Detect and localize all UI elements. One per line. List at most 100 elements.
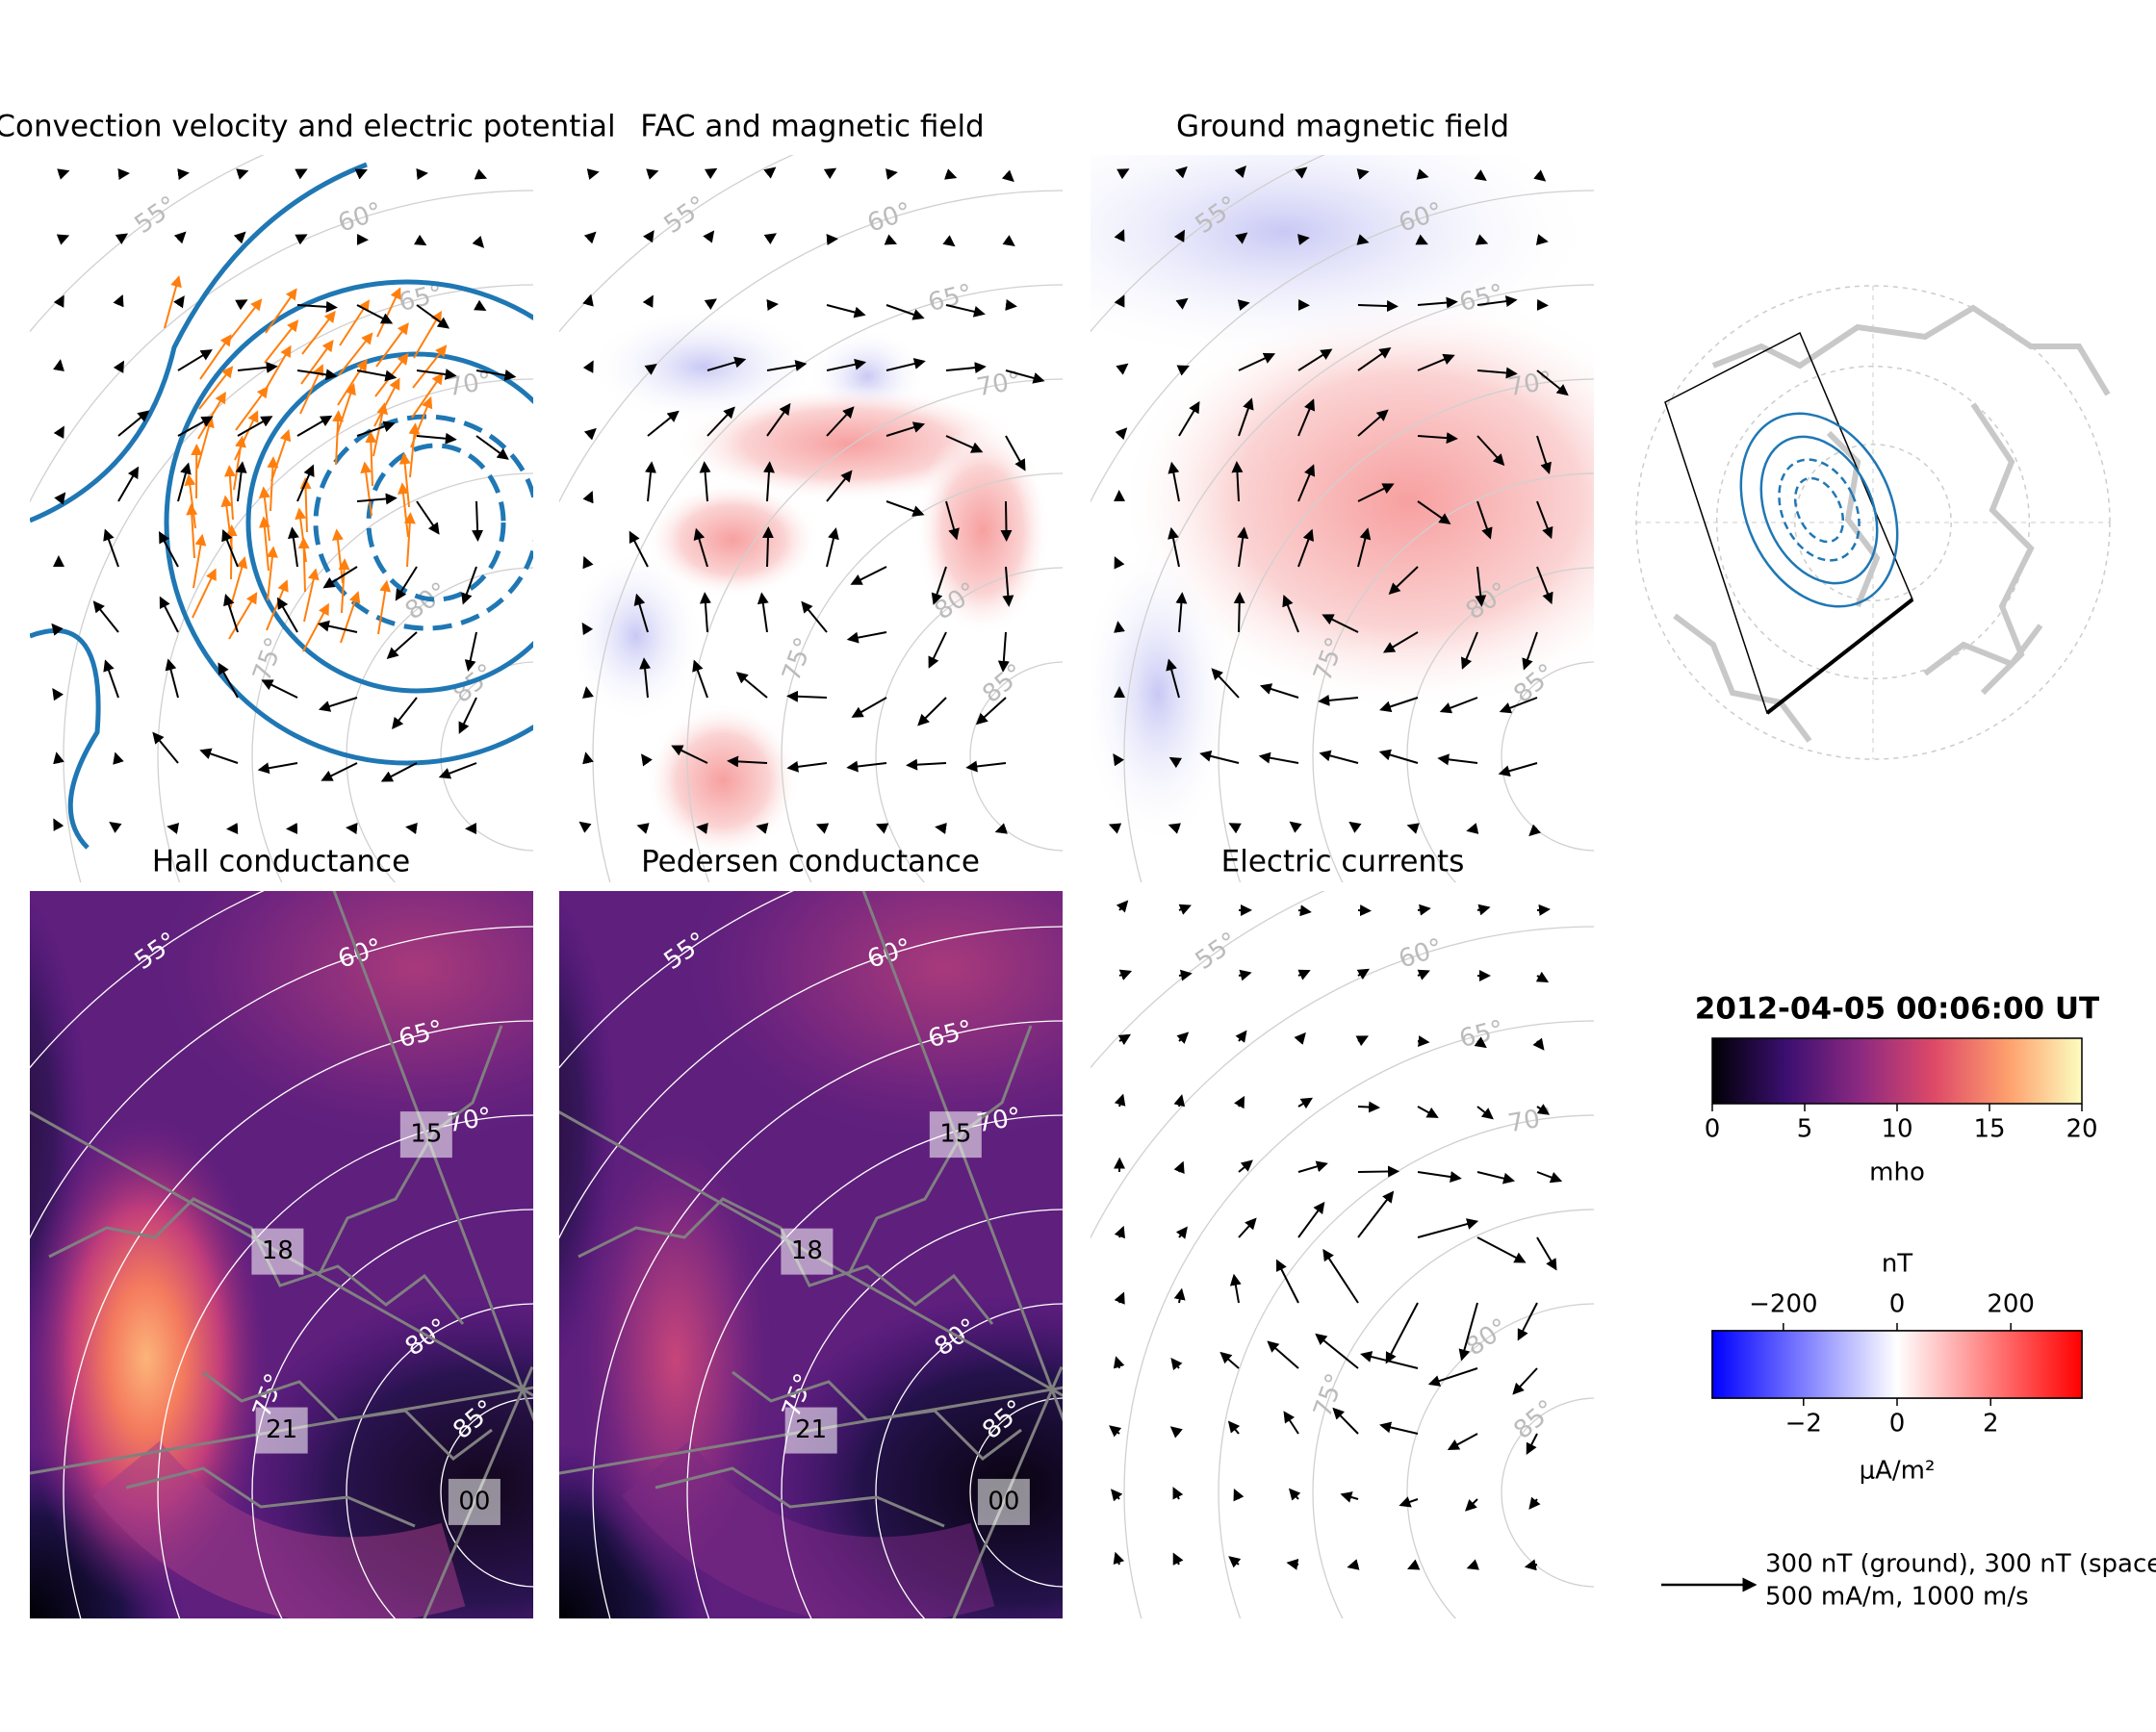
vector-arrow	[295, 234, 308, 245]
vector-arrow	[1178, 969, 1193, 981]
vector-arrow	[1170, 1357, 1183, 1371]
vector-arrow	[1116, 168, 1130, 180]
potential-contour	[30, 162, 368, 523]
inset-region	[1664, 331, 1913, 715]
panel-title: Ground magnetic field	[1176, 110, 1509, 144]
panel: 55° 60°65°70°75°80°85°	[1091, 891, 1594, 1618]
vector-arrow	[475, 369, 517, 381]
vector-arrow	[786, 760, 828, 773]
velocity-arrow	[227, 298, 263, 343]
vector-arrow	[1168, 756, 1183, 769]
mlt-label-box	[977, 1478, 1030, 1525]
vector-arrow	[1175, 592, 1188, 633]
vector-arrow	[846, 631, 887, 644]
vector-arrow	[1235, 1030, 1247, 1043]
vector-arrow	[199, 748, 239, 764]
vector-arrow	[1168, 461, 1180, 502]
vector-arrow	[1168, 823, 1181, 834]
velocity-arrow	[372, 402, 389, 457]
vector-arrow	[826, 304, 866, 318]
vector-arrow	[1357, 346, 1392, 371]
velocity-arrow	[258, 516, 270, 572]
vector-arrow	[177, 462, 192, 502]
vector-arrow	[117, 410, 150, 437]
auroral-oval-tail	[622, 1440, 995, 1618]
vector-arrow	[317, 620, 358, 633]
vector-arrow	[1536, 435, 1552, 474]
velocity-arrow	[295, 507, 307, 563]
vector-arrow	[1114, 294, 1125, 308]
latitude-circle	[875, 1303, 1063, 1618]
vector-arrow	[975, 697, 1007, 726]
vector-arrow	[1322, 614, 1359, 633]
vector-arrow	[1356, 168, 1370, 180]
vector-arrow	[1417, 1171, 1462, 1183]
auroral-oval	[30, 1108, 271, 1609]
colorbar-tick-label: 20	[2066, 1115, 2097, 1144]
vector-arrow	[1465, 1498, 1478, 1512]
latitude-circle	[1312, 1209, 1594, 1618]
vector-arrow	[236, 168, 249, 180]
vector-arrow	[1172, 1487, 1184, 1500]
vector-arrow	[704, 167, 718, 180]
vector-arrow	[706, 356, 747, 371]
vector-arrow	[917, 697, 947, 726]
vector-arrow	[944, 168, 958, 180]
velocity-arrow	[375, 322, 409, 368]
vector-arrow	[395, 566, 418, 601]
vector-arrow	[318, 697, 358, 712]
vector-arrow	[1533, 169, 1547, 182]
vector-arrow	[629, 530, 649, 568]
latitude-circle	[1218, 378, 1594, 882]
vector-arrow	[1356, 234, 1370, 245]
vector-arrow	[801, 600, 828, 633]
vector-arrow	[152, 731, 179, 764]
vector-arrow	[884, 234, 898, 245]
vector-arrow	[1437, 753, 1478, 766]
vector-arrow	[1357, 300, 1399, 313]
vector-arrow	[1476, 904, 1491, 916]
vector-arrow	[1388, 566, 1419, 596]
vector-arrow	[846, 760, 887, 773]
vector-arrow	[1238, 1159, 1253, 1173]
mlt-label-box	[251, 1228, 304, 1275]
vector-arrow	[786, 690, 828, 702]
panel-title: FAC and magnetic field	[640, 110, 984, 144]
vector-arrow	[633, 593, 649, 633]
vector-arrow	[1526, 1433, 1538, 1455]
latitude-circle	[251, 1209, 533, 1618]
vector-arrow	[1173, 229, 1185, 242]
vector-arrow	[762, 461, 775, 502]
velocity-arrow	[376, 287, 401, 338]
vector-arrow	[356, 369, 398, 382]
vector-arrow	[356, 493, 398, 505]
vector-arrow	[321, 762, 358, 781]
mlt-label: 18	[262, 1236, 294, 1265]
panel-title: Hall conductance	[152, 845, 410, 879]
vector-arrow	[886, 304, 925, 320]
vector-arrow	[1528, 824, 1542, 837]
vector-arrow	[757, 592, 769, 633]
colorbar-label: nT	[1882, 1250, 1912, 1279]
velocity-arrow	[192, 533, 207, 589]
vector-arrow	[735, 672, 768, 699]
latitude-circle	[686, 378, 1063, 882]
vector-arrow	[1166, 658, 1180, 699]
vector-arrow	[461, 566, 477, 605]
vector-arrow	[1535, 234, 1549, 245]
colorbar	[1711, 1037, 2083, 1105]
vector-arrow	[1319, 750, 1359, 764]
vector-arrow	[1379, 697, 1419, 713]
colorbar-tick-label: 0	[1889, 1410, 1906, 1439]
vector-arrow	[1536, 500, 1553, 540]
vector-arrow	[1385, 1302, 1419, 1364]
latitude-circle	[969, 1397, 1063, 1588]
vector-arrow	[1382, 631, 1419, 653]
vector-arrow	[458, 697, 477, 734]
vector-arrow	[1460, 631, 1478, 670]
vector-arrow	[875, 823, 889, 834]
vector-arrow	[639, 657, 652, 699]
vector-arrow	[1378, 749, 1419, 764]
vector-arrow	[1234, 166, 1246, 178]
